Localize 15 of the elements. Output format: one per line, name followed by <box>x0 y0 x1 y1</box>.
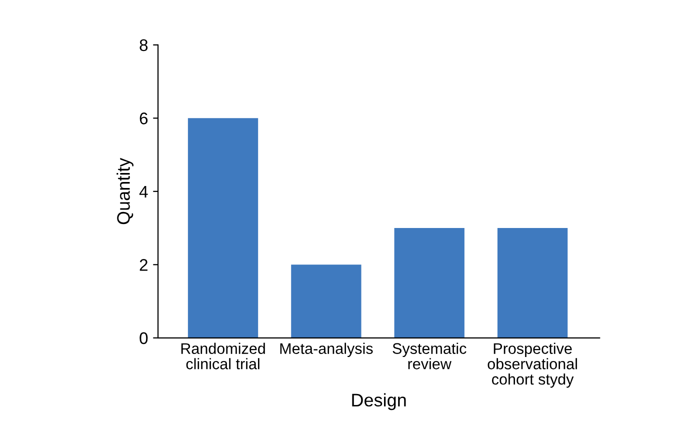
y-tick-label: 8 <box>140 39 148 52</box>
x-tick-label: Systematic review <box>392 342 466 370</box>
x-tick-label: Prospective observational cohort stydy <box>488 342 577 388</box>
x-axis-title: Design <box>352 393 406 410</box>
bar <box>394 228 464 338</box>
x-tick-label: Randomized clinical trial <box>181 342 265 370</box>
x-tick-label: Meta-analysis <box>280 342 373 358</box>
y-tick-label: 0 <box>140 332 148 344</box>
bar <box>188 118 258 338</box>
y-tick-label: 2 <box>140 259 148 271</box>
bar <box>291 264 362 338</box>
y-axis-title: Quantity <box>116 158 134 224</box>
y-tick-label: 4 <box>139 186 148 198</box>
bar <box>497 228 568 338</box>
y-tick-label: 6 <box>140 112 148 124</box>
